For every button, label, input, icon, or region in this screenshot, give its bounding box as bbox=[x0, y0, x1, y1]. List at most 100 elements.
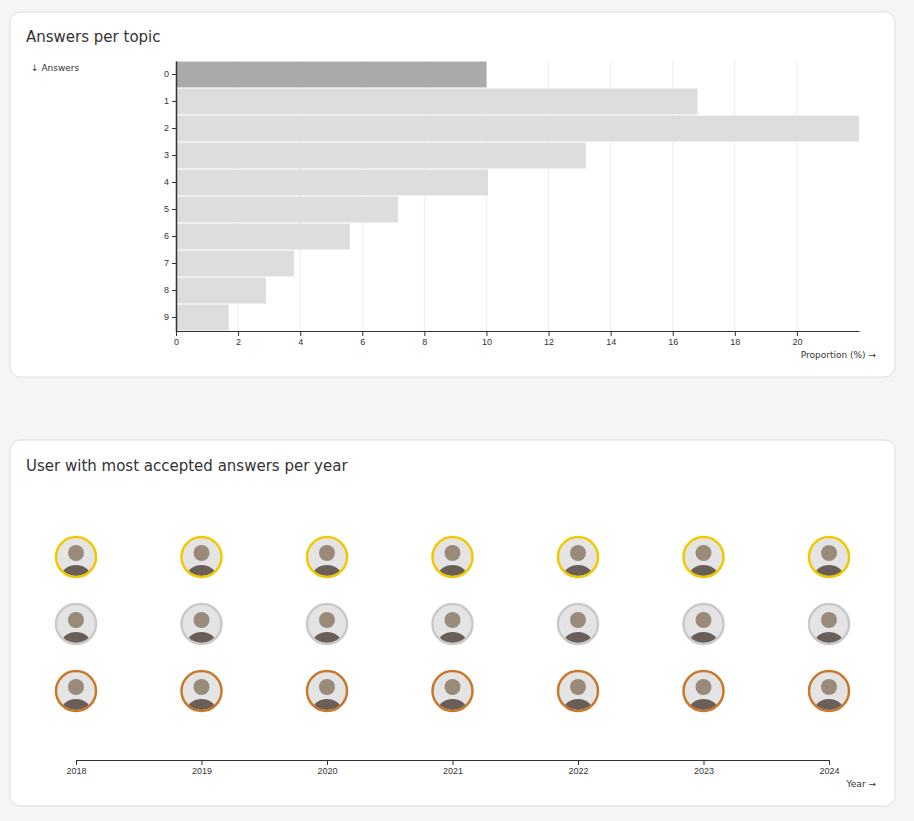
tick-label: 2 bbox=[164, 123, 169, 133]
avatar-head bbox=[445, 612, 461, 628]
rank-ring bbox=[307, 537, 347, 577]
axis-line bbox=[177, 331, 860, 332]
tick: 12 bbox=[544, 331, 554, 347]
avatar bbox=[433, 671, 473, 719]
tick-mark bbox=[362, 331, 363, 336]
tick-mark bbox=[172, 182, 176, 183]
tick-mark bbox=[611, 331, 612, 336]
tick: 2022 bbox=[568, 760, 588, 776]
avatar-image bbox=[809, 537, 849, 585]
tick: 18 bbox=[730, 331, 740, 347]
rank-ring bbox=[684, 537, 724, 577]
avatar bbox=[809, 537, 849, 585]
tick-label: 9 bbox=[164, 312, 169, 322]
tick: 8 bbox=[164, 285, 176, 295]
bar bbox=[176, 197, 398, 223]
tick: 2023 bbox=[694, 760, 714, 776]
tick-mark bbox=[238, 331, 239, 336]
tick: 9 bbox=[164, 312, 176, 322]
tick: 4 bbox=[164, 177, 176, 187]
tick-label: 3 bbox=[164, 150, 169, 160]
tick-mark bbox=[735, 331, 736, 336]
avatar bbox=[809, 604, 849, 652]
avatar bbox=[558, 537, 598, 585]
chart-title: Answers per topic bbox=[26, 28, 161, 46]
rank-ring bbox=[307, 604, 347, 644]
avatar bbox=[433, 604, 473, 652]
avatar-head bbox=[570, 679, 586, 695]
avatar bbox=[684, 537, 724, 585]
tick: 14 bbox=[606, 331, 616, 347]
x-axis-title: Proportion (%) → bbox=[801, 350, 877, 360]
tick-label: 2018 bbox=[66, 766, 86, 776]
tick-label: 6 bbox=[164, 231, 169, 241]
avatar-head bbox=[445, 679, 461, 695]
bar bbox=[176, 62, 486, 88]
bar bbox=[176, 278, 266, 304]
tick: 3 bbox=[164, 150, 176, 160]
rank-ring bbox=[182, 537, 222, 577]
avatar-image bbox=[182, 537, 222, 585]
tick-mark bbox=[300, 331, 301, 336]
tick: 2020 bbox=[317, 760, 337, 776]
avatar-image bbox=[809, 604, 849, 652]
avatar-head bbox=[68, 545, 84, 561]
tick-mark bbox=[704, 760, 705, 765]
avatar-head bbox=[821, 679, 837, 695]
rank-ring bbox=[684, 604, 724, 644]
avatar-head bbox=[570, 612, 586, 628]
tick: 2 bbox=[164, 123, 176, 133]
avatar bbox=[809, 671, 849, 719]
avatars bbox=[56, 537, 849, 719]
rank-ring bbox=[182, 671, 222, 711]
grid-line bbox=[796, 61, 797, 331]
avatar-image bbox=[307, 604, 347, 652]
tick-mark bbox=[578, 760, 579, 765]
avatar-head bbox=[319, 612, 335, 628]
tick-mark bbox=[172, 209, 176, 210]
avatar bbox=[182, 604, 222, 652]
x-axis: 02468101214161820 bbox=[174, 331, 860, 347]
avatar-head bbox=[319, 545, 335, 561]
avatar-head bbox=[194, 545, 210, 561]
avatar-head bbox=[68, 612, 84, 628]
avatar-head bbox=[319, 679, 335, 695]
avatar-image bbox=[809, 671, 849, 719]
avatar-image bbox=[558, 604, 598, 652]
tick-mark bbox=[172, 74, 176, 75]
avatar-head bbox=[696, 612, 712, 628]
tick-label: 6 bbox=[360, 337, 365, 347]
tick: 16 bbox=[668, 331, 678, 347]
tick-mark bbox=[424, 331, 425, 336]
avatar-head bbox=[68, 679, 84, 695]
x-axis-title: Year → bbox=[846, 779, 877, 789]
tick-mark bbox=[176, 331, 177, 336]
tick-label: 0 bbox=[174, 337, 179, 347]
y-axis-title: ↓ Answers bbox=[31, 63, 80, 73]
avatar-image bbox=[56, 671, 96, 719]
avatar-image bbox=[307, 671, 347, 719]
rank-ring bbox=[809, 604, 849, 644]
avatar-head bbox=[445, 545, 461, 561]
tick: 1 bbox=[164, 96, 176, 106]
avatar bbox=[307, 537, 347, 585]
tick: 2021 bbox=[443, 760, 463, 776]
avatar-image bbox=[433, 537, 473, 585]
tick-mark bbox=[172, 155, 176, 156]
tick: 2024 bbox=[819, 760, 839, 776]
avatar-image bbox=[182, 604, 222, 652]
rank-ring bbox=[56, 604, 96, 644]
tick: 10 bbox=[482, 331, 492, 347]
tick: 0 bbox=[174, 331, 179, 347]
bar bbox=[176, 305, 229, 331]
tick-label: 18 bbox=[730, 337, 740, 347]
tick-label: 8 bbox=[422, 337, 427, 347]
tick-label: 2023 bbox=[694, 766, 714, 776]
tick-mark bbox=[172, 128, 176, 129]
tick-label: 2 bbox=[236, 337, 241, 347]
tick: 6 bbox=[360, 331, 365, 347]
tick-label: 2019 bbox=[192, 766, 212, 776]
tick-label: 2022 bbox=[568, 766, 588, 776]
rank-ring bbox=[433, 671, 473, 711]
avatar bbox=[182, 537, 222, 585]
